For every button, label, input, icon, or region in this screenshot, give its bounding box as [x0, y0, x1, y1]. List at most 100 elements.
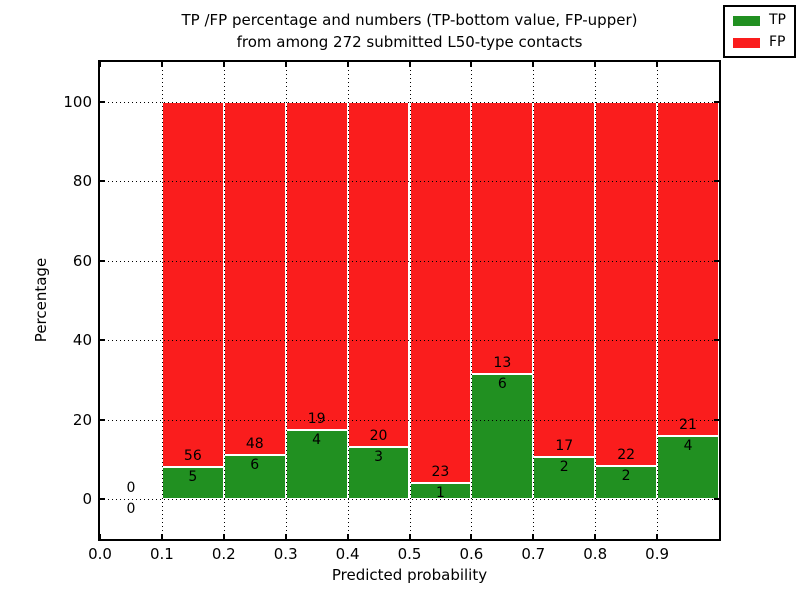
x-tick-label: 0.9	[645, 545, 670, 563]
x-tick-mark	[284, 534, 287, 539]
x-tick-mark-top	[408, 62, 411, 67]
x-tick-mark	[532, 534, 535, 539]
legend-label-fp: FP	[769, 34, 786, 50]
x-tick-label: 0.0	[88, 545, 112, 563]
x-tick-mark-top	[99, 62, 101, 67]
fp-count-label: 22	[617, 447, 636, 464]
v-gridline	[223, 62, 225, 539]
x-tick-mark	[470, 534, 473, 539]
y-tick-mark	[100, 100, 105, 103]
x-tick-mark	[408, 534, 411, 539]
bar-fp	[161, 101, 224, 467]
v-gridline	[595, 62, 597, 539]
bar-tp	[285, 430, 348, 500]
bar-fp	[533, 101, 596, 458]
y-tick-label: 40	[72, 331, 92, 350]
tp-count-label: 5	[188, 468, 198, 485]
x-tick-mark	[160, 534, 163, 539]
bar-tp	[223, 455, 286, 500]
x-axis-label: Predicted probability	[331, 566, 488, 584]
v-gridline	[471, 62, 473, 539]
tp-count-label: 3	[374, 449, 384, 466]
y-tick-mark	[100, 259, 105, 262]
x-tick-mark-top	[222, 62, 225, 67]
y-tick-mark-right	[714, 259, 719, 262]
tp-count-label: 1	[435, 484, 445, 501]
bar-fp	[285, 101, 348, 431]
tp-count-label: 2	[621, 468, 631, 485]
fp-count-label: 17	[555, 438, 574, 455]
x-tick-mark-top	[160, 62, 163, 67]
fp-count-label: 21	[679, 416, 697, 433]
fp-count-label: 20	[369, 428, 388, 445]
y-axis-label: Percentage	[32, 257, 50, 343]
bar-tp	[161, 466, 224, 500]
v-gridline	[657, 62, 659, 539]
bar-fp	[347, 101, 410, 448]
legend-entry-fp: FP	[733, 34, 786, 51]
x-tick-mark-top	[594, 62, 597, 67]
x-tick-mark	[222, 534, 225, 539]
tp-count-label: 2	[559, 459, 569, 476]
fp-count-label: 48	[245, 436, 264, 453]
bar-fp	[223, 101, 286, 456]
x-tick-label: 0.5	[397, 545, 422, 563]
x-tick-mark	[656, 534, 659, 539]
y-tick-mark-right	[714, 339, 719, 342]
x-tick-label: 0.8	[583, 545, 608, 563]
y-tick-label: 0	[82, 490, 92, 509]
v-gridline	[409, 62, 411, 539]
tp-count-label: 4	[312, 432, 322, 449]
y-tick-mark-right	[714, 498, 719, 501]
v-gridline	[285, 62, 287, 539]
y-tick-mark	[100, 180, 105, 183]
y-tick-mark-right	[714, 418, 719, 421]
legend: TP FP	[723, 5, 796, 58]
fp-count-label: 19	[307, 411, 326, 428]
bar-fp	[595, 101, 658, 467]
x-tick-mark-top	[284, 62, 287, 67]
tp-count-label: 4	[683, 437, 693, 454]
y-tick-mark-right	[714, 100, 719, 103]
bar-fp	[471, 101, 534, 374]
bar-tp	[533, 457, 596, 500]
x-tick-mark-top	[346, 62, 349, 67]
bar-tp	[471, 373, 534, 500]
x-tick-label: 0.3	[273, 545, 298, 563]
y-tick-label: 80	[72, 172, 92, 191]
tp-count-label: 6	[250, 457, 260, 474]
tp-count-label: 0	[126, 501, 136, 518]
fp-count-label: 0	[126, 480, 136, 497]
x-tick-label: 0.2	[211, 545, 236, 563]
x-tick-label: 0.1	[149, 545, 174, 563]
y-tick-mark	[100, 339, 105, 342]
y-tick-label: 20	[72, 410, 92, 429]
v-gridline	[533, 62, 535, 539]
y-tick-mark	[100, 418, 105, 421]
legend-label-tp: TP	[769, 12, 786, 28]
x-tick-mark-top	[470, 62, 473, 67]
v-gridline	[347, 62, 349, 539]
x-tick-label: 0.7	[521, 545, 546, 563]
bar-fp	[657, 101, 719, 436]
plot-area: 0 0 56 5 48 6 19 4 20 3 23 1 13 6 17 2 22 2 21 4	[98, 60, 721, 541]
legend-entry-tp: TP	[733, 12, 786, 29]
fp-count-label: 56	[183, 447, 202, 464]
x-tick-mark-top	[532, 62, 535, 67]
x-tick-mark	[594, 534, 597, 539]
y-tick-mark	[100, 498, 105, 501]
x-tick-mark-top	[656, 62, 659, 67]
y-tick-mark-right	[714, 180, 719, 183]
bar-tp	[347, 447, 410, 500]
chart-title: TP /FP percentage and numbers (TP-bottom…	[181, 11, 638, 51]
fp-count-label: 13	[493, 354, 512, 371]
v-gridline	[161, 62, 163, 539]
fp-count-label: 23	[431, 463, 450, 480]
legend-swatch-tp	[733, 15, 760, 26]
x-tick-label: 0.4	[335, 545, 360, 563]
x-tick-mark	[99, 534, 101, 539]
bar-fp	[409, 101, 472, 483]
tp-count-label: 6	[497, 375, 507, 392]
bar-tp	[595, 466, 658, 500]
